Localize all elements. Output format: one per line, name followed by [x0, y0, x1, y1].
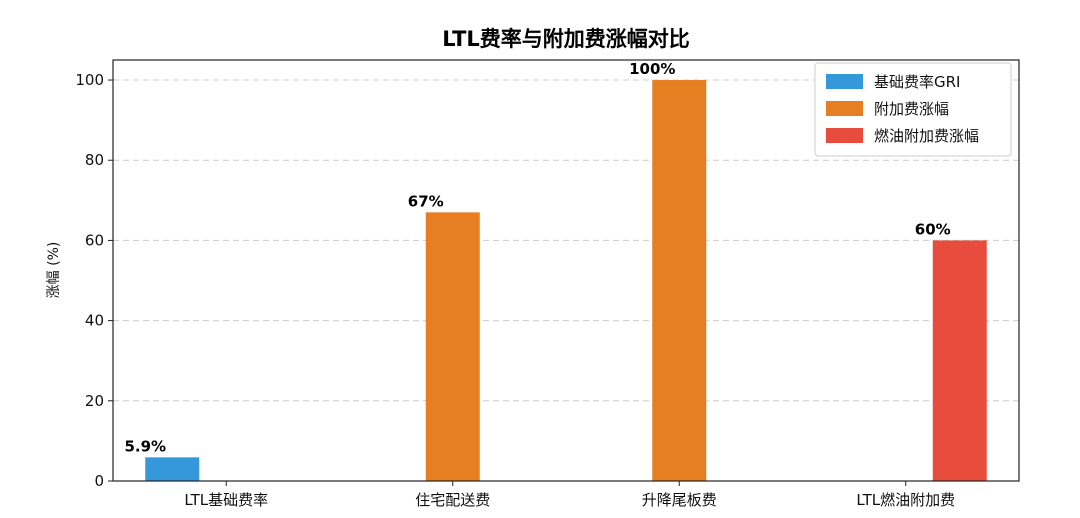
bars — [145, 80, 987, 482]
data-label: 5.9% — [124, 437, 166, 455]
data-labels: 5.9% 67% 100% 60% — [124, 60, 950, 455]
x-axis: LTL基础费率 住宅配送费 升降尾板费 LTL燃油附加费 — [184, 481, 955, 509]
y-tick-label: 0 — [94, 472, 104, 490]
legend-label: 基础费率GRI — [874, 73, 960, 91]
data-label: 67% — [408, 192, 444, 210]
legend-swatch — [826, 101, 863, 116]
plot-frame — [112, 59, 1020, 482]
bar — [425, 212, 480, 481]
bar — [145, 457, 200, 481]
y-tick-label: 100 — [75, 71, 104, 89]
legend-label: 附加费涨幅 — [874, 100, 949, 118]
bar — [652, 80, 707, 482]
y-tick-label: 20 — [85, 392, 104, 410]
x-tick-label: 升降尾板费 — [642, 491, 717, 509]
bar — [932, 240, 987, 481]
data-label: 60% — [915, 220, 951, 238]
legend-swatch — [826, 128, 863, 143]
y-axis-label: 涨幅 (%) — [46, 242, 62, 299]
legend-swatch — [826, 74, 863, 89]
data-label: 100% — [629, 60, 675, 78]
x-tick-label: LTL燃油附加费 — [856, 491, 955, 509]
chart-title: LTL费率与附加费涨幅对比 — [442, 27, 690, 51]
y-tick-label: 60 — [85, 231, 104, 249]
legend-label: 燃油附加费涨幅 — [874, 127, 979, 145]
y-axis: 0 20 40 60 80 100 — [75, 71, 113, 490]
legend-box — [814, 62, 1012, 157]
x-tick-label: LTL基础费率 — [184, 491, 268, 509]
y-tick-label: 40 — [85, 312, 104, 330]
x-tick-label: 住宅配送费 — [415, 491, 490, 509]
gridlines — [113, 79, 1019, 402]
y-tick-label: 80 — [85, 151, 104, 169]
